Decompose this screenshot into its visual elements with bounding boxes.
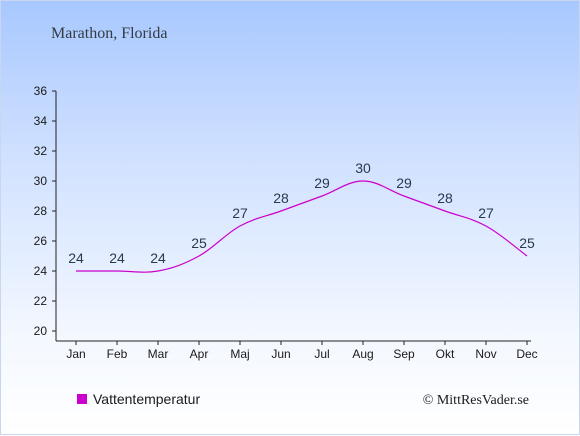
x-tick-label: Jun [271, 347, 290, 361]
y-tick-label: 32 [34, 144, 48, 158]
data-label: 25 [191, 235, 207, 251]
x-tick-label: Nov [475, 347, 496, 361]
data-label: 27 [232, 205, 248, 221]
data-labels: 24 24 24 25 27 28 29 30 29 28 27 25 [68, 160, 535, 266]
data-label: 24 [150, 250, 166, 266]
x-tick-label: Feb [107, 347, 128, 361]
copyright-text: © MittResVader.se [423, 393, 529, 408]
y-tick-label: 24 [34, 264, 48, 278]
chart-location-title: Marathon, Florida [51, 25, 167, 42]
data-label: 30 [355, 160, 371, 176]
data-label: 27 [478, 205, 494, 221]
data-label: 24 [68, 250, 84, 266]
x-tick-label: Mar [148, 347, 169, 361]
x-tick-label: Sep [393, 347, 415, 361]
y-tick-label: 30 [34, 174, 48, 188]
data-label: 28 [273, 190, 289, 206]
x-tick-label: Apr [190, 347, 209, 361]
data-label: 29 [314, 175, 330, 191]
y-tick-label: 36 [34, 84, 48, 98]
x-tick-label: Aug [352, 347, 373, 361]
y-tick-label: 34 [34, 114, 48, 128]
legend: Vattentemperatur [77, 391, 200, 407]
y-tick-label: 20 [34, 324, 48, 338]
x-axis: Jan Feb Mar Apr Maj Jun Jul Aug Sep Okt Nov Dec [56, 340, 538, 361]
data-label: 28 [437, 190, 453, 206]
data-label: 25 [519, 235, 535, 251]
y-tick-label: 28 [34, 204, 48, 218]
x-tick-label: Maj [230, 347, 249, 361]
x-tick-label: Jan [66, 347, 85, 361]
x-tick-label: Okt [436, 347, 455, 361]
data-label: 29 [396, 175, 412, 191]
series-line-vattentemperatur [76, 180, 528, 273]
legend-swatch-vattentemperatur [77, 394, 87, 404]
x-tick-label: Jul [314, 347, 329, 361]
series-layer [76, 180, 528, 273]
legend-label-vattentemperatur: Vattentemperatur [93, 391, 200, 407]
y-tick-label: 22 [34, 294, 48, 308]
y-axis: 20 22 24 26 28 30 32 34 36 [34, 84, 57, 341]
y-tick-label: 26 [34, 234, 48, 248]
x-tick-label: Dec [516, 347, 537, 361]
data-label: 24 [109, 250, 125, 266]
